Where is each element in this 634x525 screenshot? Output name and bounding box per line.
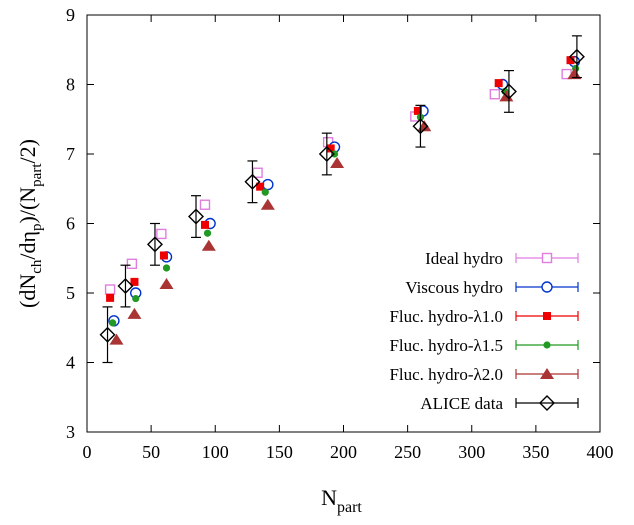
y-tick-label: 4	[66, 353, 75, 373]
data-point	[188, 208, 205, 225]
data-point	[566, 56, 575, 65]
data-point	[130, 277, 139, 286]
y-tick-label: 6	[66, 214, 75, 234]
data-point	[162, 264, 171, 272]
x-tick-label: 300	[458, 442, 485, 462]
x-axis-label: Npart	[321, 485, 362, 516]
legend-entry: Fluc. hydro-λ1.0	[389, 307, 579, 326]
plot-area	[99, 35, 585, 364]
data-point	[260, 198, 275, 210]
legend-entry: Fluc. hydro-λ2.0	[389, 365, 579, 384]
data-point	[252, 167, 263, 178]
data-point	[127, 307, 142, 319]
y-tick-label: 3	[66, 422, 75, 442]
data-point	[412, 118, 429, 135]
data-point	[104, 284, 116, 295]
y-tick-label: 5	[66, 283, 75, 303]
data-point	[318, 146, 335, 162]
data-point	[500, 83, 517, 100]
legend-entry: Ideal hydro	[425, 249, 579, 268]
legend-label: ALICE data	[420, 394, 503, 413]
data-point	[244, 173, 261, 190]
legend-marker	[541, 252, 553, 264]
data-point	[330, 157, 345, 169]
tick-labels: 0 50 100 150 200 250 300 350 400 3 4 5 6 7 8 9	[66, 5, 614, 462]
data-point	[261, 188, 269, 196]
x-tick-label: 100	[202, 442, 229, 462]
data-point	[200, 220, 209, 229]
x-tick-label: 50	[142, 442, 160, 462]
data-point	[117, 278, 134, 295]
y-axis-label-part: /2)	[15, 139, 40, 163]
data-point	[146, 236, 163, 253]
data-point	[99, 326, 116, 343]
y-axis-label: (dNch/dηp)/(Npart/2)	[15, 139, 45, 308]
data-point	[201, 239, 216, 251]
x-tick-label: 200	[330, 442, 357, 462]
y-tick-label: 7	[66, 144, 75, 164]
legend-marker	[543, 312, 551, 320]
legend-marker	[543, 341, 551, 349]
y-axis-label-part: ch	[29, 259, 45, 274]
data-point	[203, 229, 212, 237]
data-point	[159, 277, 174, 289]
plot-frame	[86, 14, 601, 433]
x-tick-label: 350	[522, 442, 549, 462]
y-axis-label-part: (dN	[15, 274, 40, 308]
data-point	[199, 199, 211, 210]
axis-ticks	[86, 14, 601, 433]
data-point	[159, 251, 168, 260]
data-point	[326, 144, 335, 153]
legend-entry: Fluc. hydro-λ1.5	[389, 336, 579, 355]
y-tick-label: 9	[66, 5, 75, 25]
legend-label: Viscous hydro	[405, 278, 503, 297]
series-0	[104, 68, 572, 295]
x-axis-label-sub: part	[337, 499, 362, 516]
data-point	[132, 294, 140, 303]
legend-marker	[540, 368, 554, 379]
data-point	[489, 89, 501, 100]
legend-marker	[541, 281, 553, 293]
legend-label: Ideal hydro	[425, 249, 503, 268]
data-point	[262, 178, 274, 191]
legend-label: Fluc. hydro-λ1.5	[389, 336, 503, 355]
legend-label: Fluc. hydro-λ2.0	[389, 365, 503, 384]
data-point	[413, 106, 422, 115]
y-axis-label-part: /dη	[15, 231, 40, 260]
data-point	[567, 68, 582, 80]
legend-label: Fluc. hydro-λ1.0	[389, 307, 503, 326]
x-tick-label: 400	[587, 442, 614, 462]
legend-entry: ALICE data	[420, 394, 579, 413]
series-2	[106, 56, 575, 302]
legend-marker	[539, 395, 555, 411]
data-point	[156, 228, 167, 240]
data-point	[109, 333, 124, 345]
y-axis-label-part: p	[29, 223, 45, 231]
legend: Ideal hydro Viscous hydro Fluc. hydro-λ1.0…	[389, 249, 579, 413]
data-point	[494, 79, 503, 88]
legend-entry: Viscous hydro	[405, 278, 579, 297]
y-axis-label-part: part	[29, 163, 45, 187]
data-point	[109, 319, 117, 327]
y-axis-label-part: )/(N	[15, 187, 40, 224]
x-tick-label: 150	[266, 442, 293, 462]
data-point	[568, 48, 585, 65]
data-point	[106, 293, 115, 302]
data-point	[256, 182, 265, 191]
x-tick-label: 0	[83, 442, 92, 462]
x-tick-label: 250	[394, 442, 421, 462]
series-5	[99, 35, 585, 364]
data-point	[126, 258, 138, 270]
series-4	[109, 68, 582, 345]
y-tick-label: 8	[66, 75, 75, 95]
x-axis-label-main: N	[321, 485, 337, 510]
